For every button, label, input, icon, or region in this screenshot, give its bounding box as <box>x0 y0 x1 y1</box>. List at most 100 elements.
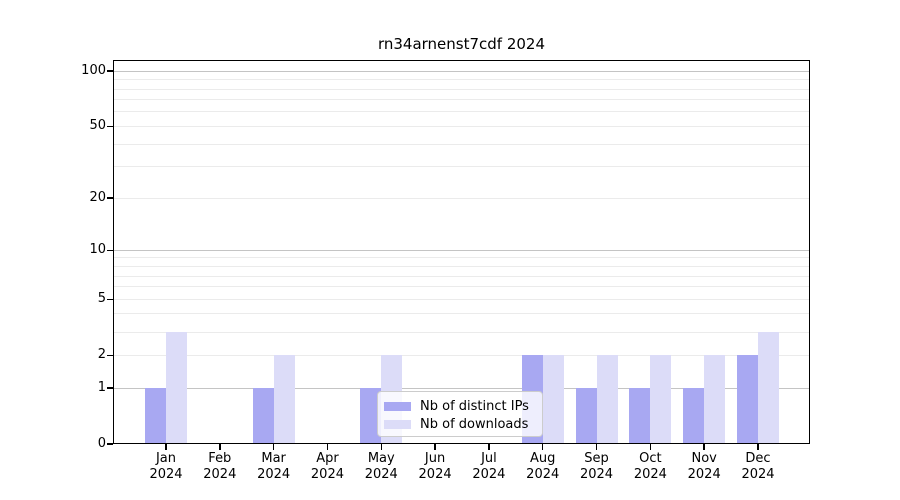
x-tick-month: Jun <box>424 451 446 466</box>
y-tick <box>107 70 113 72</box>
y-tick-label: 2 <box>97 347 106 363</box>
x-tick-label: Feb 2024 <box>180 451 260 483</box>
bar-distinct-ips <box>575 388 597 444</box>
legend-label-downloads: Nb of downloads <box>420 416 529 432</box>
x-tick-label: Jun 2024 <box>395 451 475 483</box>
x-tick <box>434 444 436 450</box>
y-tick <box>107 387 113 389</box>
x-tick-year: 2024 <box>149 467 183 482</box>
x-tick-label: Oct 2024 <box>610 451 690 483</box>
legend: Nb of distinct IPs Nb of downloads <box>377 391 543 437</box>
x-tick-year: 2024 <box>579 467 614 482</box>
gridline-minor <box>113 266 810 267</box>
x-tick-label: Nov 2024 <box>664 451 744 483</box>
x-tick <box>488 444 490 450</box>
x-tick-month: Sep <box>584 451 609 466</box>
x-tick-year: 2024 <box>203 467 237 482</box>
x-tick <box>649 444 652 450</box>
bar-downloads <box>596 355 618 444</box>
legend-item-distinct-ips: Nb of distinct IPs <box>384 397 534 415</box>
x-tick <box>380 444 382 450</box>
x-tick-month: May <box>367 451 395 466</box>
gridline-minor <box>113 197 810 199</box>
x-tick-year: 2024 <box>687 467 721 482</box>
x-tick-label: May 2024 <box>341 451 421 483</box>
x-tick-year: 2024 <box>310 467 344 482</box>
y-tick-label: 10 <box>89 242 106 258</box>
bar-downloads <box>650 355 672 444</box>
x-tick-month: Apr <box>316 451 339 466</box>
x-tick-label: Mar 2024 <box>234 451 314 483</box>
gridline-minor <box>113 166 810 168</box>
gridline-major <box>113 387 810 389</box>
plot-area: Nb of distinct IPs Nb of downloads <box>113 60 810 444</box>
y-tick <box>107 197 113 199</box>
y-tick <box>107 249 113 251</box>
gridline-minor <box>113 125 810 127</box>
x-tick <box>165 444 167 450</box>
legend-swatch-downloads <box>384 419 411 429</box>
bar-downloads <box>758 332 779 444</box>
y-tick <box>107 354 113 356</box>
y-tick-label: 1 <box>97 380 106 395</box>
gridline-minor <box>113 275 810 277</box>
y-tick-label: 100 <box>81 63 106 79</box>
bar-distinct-ips <box>252 388 274 444</box>
x-tick <box>757 444 759 450</box>
x-tick-month: Aug <box>530 451 556 466</box>
bar-distinct-ips <box>629 388 651 444</box>
gridline-minor <box>113 331 810 333</box>
legend-swatch-distinct-ips <box>384 401 411 411</box>
chart-title: rn34arnenst7cdf 2024 <box>377 35 546 53</box>
y-tick <box>107 443 113 445</box>
y-tick-label: 5 <box>97 291 106 307</box>
x-tick-year: 2024 <box>633 467 667 482</box>
bar-downloads <box>704 355 726 444</box>
bar-distinct-ips <box>145 388 166 444</box>
gridline-major <box>113 70 810 72</box>
y-tick-label: 0 <box>97 436 106 451</box>
gridline-minor <box>113 298 810 300</box>
x-tick-label: Dec 2024 <box>718 451 798 483</box>
bar-downloads <box>542 355 564 444</box>
legend-label-distinct-ips: Nb of distinct IPs <box>420 398 529 414</box>
x-tick-label: Aug 2024 <box>503 451 583 483</box>
x-tick-year: 2024 <box>741 467 775 482</box>
x-tick <box>326 444 329 450</box>
gridline-minor <box>113 88 810 90</box>
x-tick <box>542 444 544 450</box>
x-tick-year: 2024 <box>526 467 560 482</box>
gridline-minor <box>113 111 810 113</box>
gridline-minor <box>113 257 810 259</box>
x-tick-label: Jan 2024 <box>126 451 206 483</box>
y-tick-label: 20 <box>89 190 106 206</box>
x-tick-month: Jan <box>155 451 177 466</box>
x-tick <box>595 444 598 450</box>
legend-item-downloads: Nb of downloads <box>384 415 534 433</box>
bar-distinct-ips <box>360 388 382 444</box>
x-tick-year: 2024 <box>257 467 291 482</box>
x-tick-year: 2024 <box>472 467 506 482</box>
x-tick-month: Oct <box>639 451 662 466</box>
gridline-minor <box>113 286 810 288</box>
x-tick <box>272 444 275 450</box>
x-tick-label: Jul 2024 <box>449 451 529 483</box>
gridline-major <box>113 249 810 251</box>
x-tick-month: Nov <box>691 451 717 466</box>
x-tick <box>219 444 221 450</box>
y-tick <box>107 298 113 300</box>
x-tick-label: Apr 2024 <box>287 451 367 483</box>
x-tick-month: Dec <box>745 451 771 466</box>
x-tick-month: Feb <box>208 451 232 466</box>
x-tick-month: Mar <box>261 451 286 466</box>
x-tick-year: 2024 <box>418 467 452 482</box>
x-tick-month: Jul <box>481 451 497 466</box>
y-tick-label: 50 <box>89 118 106 134</box>
bar-distinct-ips <box>737 355 758 444</box>
gridline-minor <box>113 354 810 356</box>
x-tick-year: 2024 <box>364 467 398 482</box>
gridline-minor <box>113 143 810 145</box>
gridline-minor <box>113 79 810 81</box>
y-tick <box>107 125 113 128</box>
